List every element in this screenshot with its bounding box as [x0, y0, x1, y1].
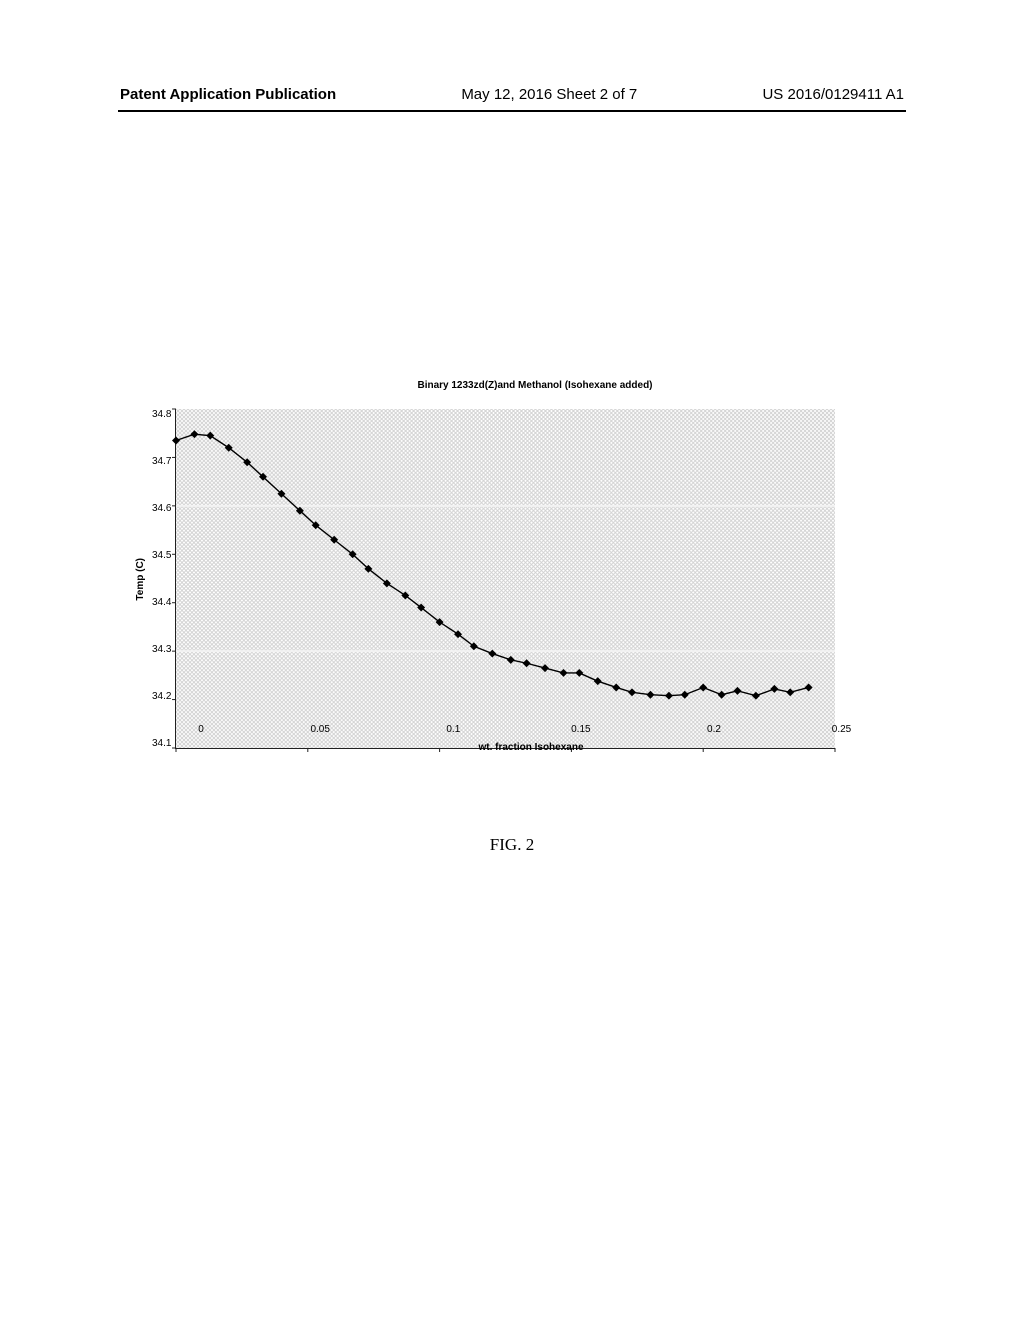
y-tick-label: 34.3 — [152, 644, 171, 655]
x-tick-label: 0 — [198, 724, 204, 735]
y-tick-label: 34.5 — [152, 550, 171, 561]
y-tick-label: 34.7 — [152, 456, 171, 467]
y-axis-label: Temp (C) — [135, 558, 146, 601]
chart-title: Binary 1233zd(Z)and Methanol (Isohexane … — [135, 380, 875, 391]
x-tick-label: 0.05 — [310, 724, 329, 735]
x-tick-label: 0.1 — [446, 724, 460, 735]
x-tick-label: 0.25 — [832, 724, 851, 735]
y-tick-label: 34.1 — [152, 738, 171, 749]
page-header: Patent Application Publication May 12, 2… — [0, 86, 1024, 103]
y-axis-ticks: 34.8 34.7 34.6 34.5 34.4 34.3 34.2 34.1 — [152, 409, 175, 749]
y-tick-label: 34.2 — [152, 691, 171, 702]
x-tick-label: 0.15 — [571, 724, 590, 735]
y-tick-label: 34.4 — [152, 597, 171, 608]
header-left: Patent Application Publication — [120, 86, 336, 103]
plot-area — [175, 409, 835, 749]
x-axis-ticks: 0 0.05 0.1 0.15 0.2 0.25 — [201, 724, 861, 735]
header-right: US 2016/0129411 A1 — [762, 86, 904, 103]
chart-svg — [176, 409, 835, 748]
chart-layout: Temp (C) 34.834.734.634.534.434.334.234.… — [135, 409, 875, 749]
chart-container: Binary 1233zd(Z)and Methanol (Isohexane … — [135, 380, 875, 749]
y-tick-label: 34.8 — [152, 409, 171, 420]
figure-caption: FIG. 2 — [0, 835, 1024, 855]
x-axis-label: wt. fraction Isohexane — [201, 742, 861, 753]
y-tick-label: 34.6 — [152, 503, 171, 514]
x-tick-label: 0.2 — [707, 724, 721, 735]
header-divider — [118, 110, 906, 112]
header-center: May 12, 2016 Sheet 2 of 7 — [461, 86, 637, 103]
